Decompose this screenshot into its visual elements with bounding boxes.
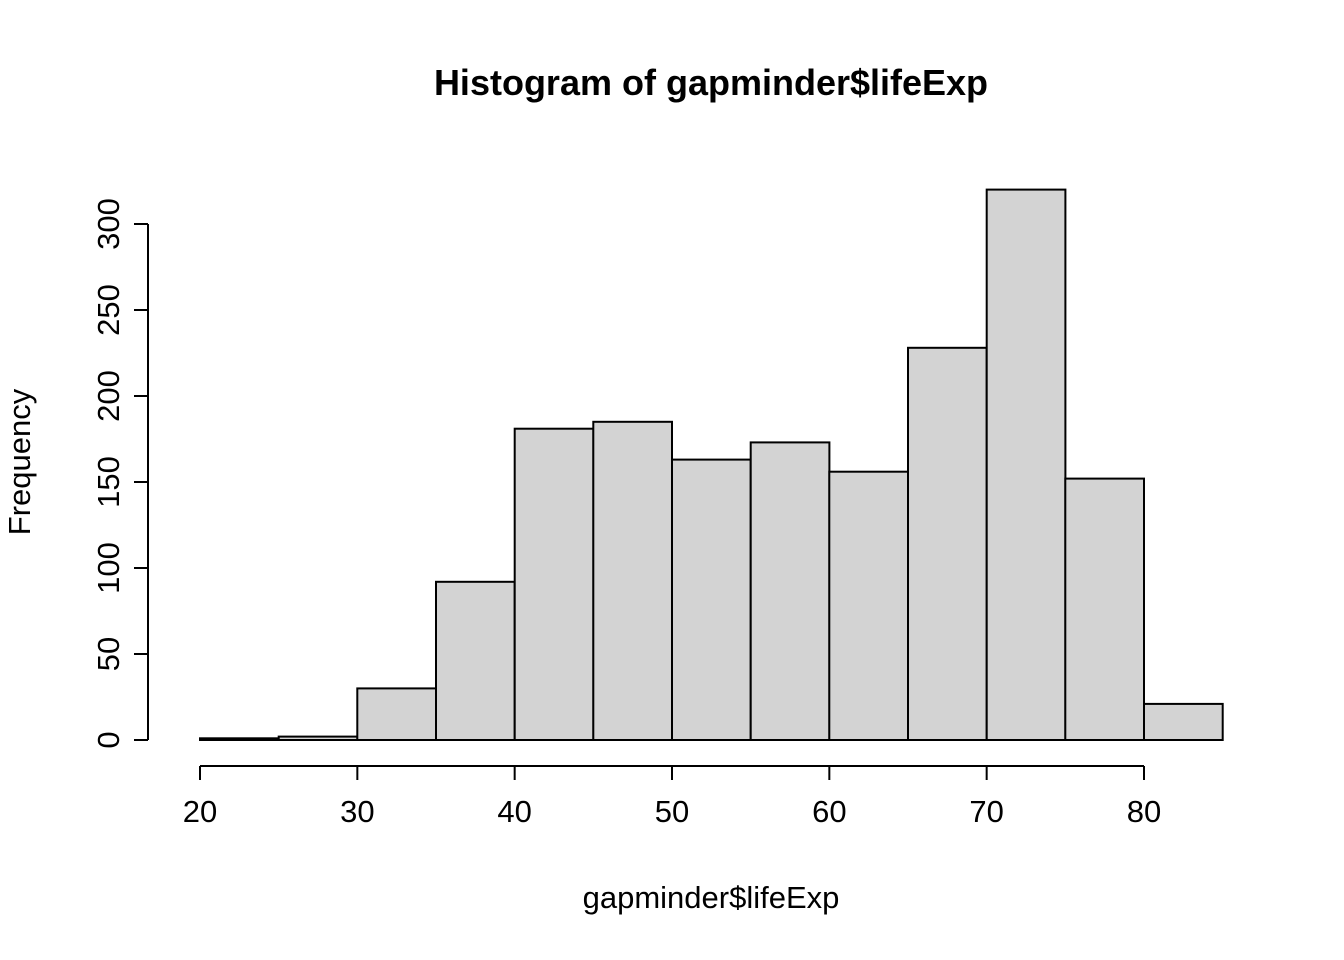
x-axis-title: gapminder$lifeExp: [583, 880, 840, 915]
chart-title: Histogram of gapminder$lifeExp: [434, 62, 988, 103]
histogram-bar: [907, 346, 988, 741]
x-axis-tick-label: 70: [969, 794, 1003, 829]
x-axis-tick-label: 40: [497, 794, 531, 829]
y-axis-title: Frequency: [2, 388, 37, 535]
y-axis-tick-label: 50: [91, 637, 126, 671]
histogram-bar: [435, 580, 516, 741]
histogram-bar: [356, 687, 437, 742]
histogram-bar: [985, 188, 1067, 742]
bars-group: [199, 188, 1224, 742]
histogram-bar: [671, 458, 752, 741]
y-axis-tick-label: 300: [91, 198, 126, 250]
x-axis-tick-label: 20: [183, 794, 217, 829]
histogram-bar: [1064, 477, 1146, 741]
x-axis-tick-label: 80: [1127, 794, 1161, 829]
x-axis-tick-label: 30: [340, 794, 374, 829]
histogram-bar: [1143, 702, 1224, 742]
x-axis-tick-label: 50: [655, 794, 689, 829]
y-axis-tick-label: 100: [91, 542, 126, 594]
y-axis-tick-label: 250: [91, 284, 126, 336]
histogram-bar: [513, 427, 595, 741]
histogram-bar: [199, 737, 280, 741]
y-axis-tick-label: 150: [91, 456, 126, 508]
x-axis-tick-label: 60: [812, 794, 846, 829]
axes-group: 20 30 40 50 60 70 80 0 50 100 150 200 250 300: [91, 198, 1161, 829]
y-axis-tick-label: 200: [91, 370, 126, 422]
histogram-bar: [749, 441, 831, 741]
histogram-bar: [277, 735, 359, 741]
y-axis-tick-label: 0: [91, 731, 126, 748]
histogram-bar: [828, 470, 909, 741]
histogram-bar: [592, 420, 673, 741]
